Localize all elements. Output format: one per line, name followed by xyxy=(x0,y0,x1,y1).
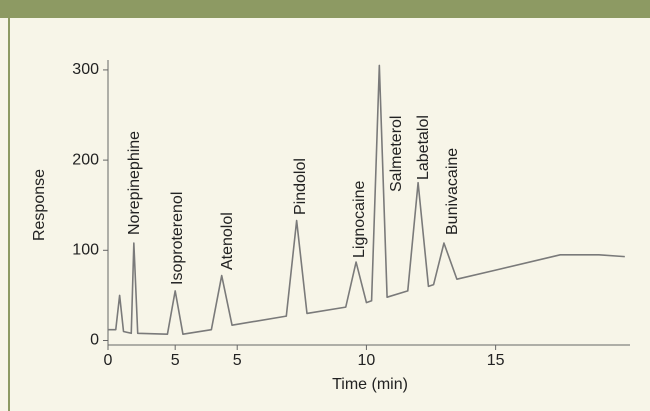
y-axis-label: Response xyxy=(31,169,48,241)
peak-label: Pindolol xyxy=(292,158,309,215)
banner xyxy=(0,0,650,18)
x-tick-label: 5 xyxy=(233,352,242,369)
x-tick-label: 5 xyxy=(171,352,180,369)
peak-label: Atenolol xyxy=(219,212,236,270)
peak-label: Isoproterenol xyxy=(169,192,186,285)
x-tick-label: 10 xyxy=(358,352,376,369)
peak-label: Labetalol xyxy=(415,115,432,180)
trace xyxy=(108,64,625,335)
peak-label: Salmeterol xyxy=(388,116,405,192)
y-tick-label: 200 xyxy=(72,151,99,168)
x-tick-label: 15 xyxy=(487,352,505,369)
y-tick-label: 100 xyxy=(72,242,99,259)
y-tick-label: 0 xyxy=(90,332,99,349)
peak-label: Lignocaine xyxy=(351,181,368,259)
peak-label: Bunivacaine xyxy=(444,148,461,235)
peak-label: Norepinephine xyxy=(126,131,143,235)
x-axis-label: Time (min) xyxy=(332,376,408,393)
y-tick-label: 300 xyxy=(72,61,99,78)
x-tick-label: 0 xyxy=(104,352,113,369)
